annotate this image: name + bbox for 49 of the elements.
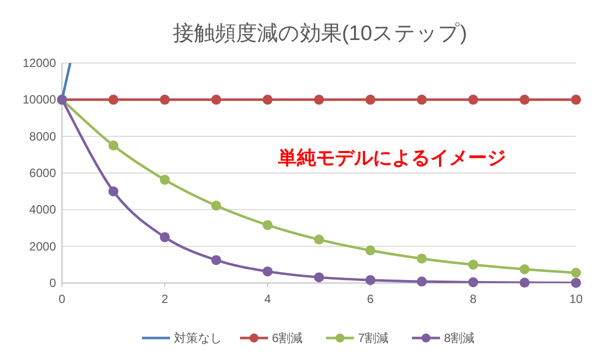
x-tick-label: 6 bbox=[367, 292, 374, 306]
legend-label: 6割減 bbox=[272, 331, 303, 345]
y-tick-label: 2000 bbox=[29, 239, 56, 254]
point bbox=[520, 264, 530, 274]
point bbox=[262, 94, 273, 105]
y-tick-label: 6000 bbox=[29, 166, 56, 180]
x-tick-label: 10 bbox=[569, 292, 583, 306]
y-tick-label: 10000 bbox=[22, 92, 56, 107]
point bbox=[314, 272, 324, 282]
point bbox=[520, 278, 530, 288]
point bbox=[314, 94, 324, 105]
y-tick-label: 12000 bbox=[22, 56, 56, 70]
point bbox=[211, 255, 222, 266]
point bbox=[416, 254, 427, 264]
point bbox=[365, 94, 376, 105]
point bbox=[160, 174, 170, 185]
legend-label: 7割減 bbox=[358, 331, 389, 345]
annotation: 単純モデルによるイメージ bbox=[277, 148, 506, 169]
point bbox=[262, 220, 273, 230]
legend-label: 対策なし bbox=[174, 331, 222, 345]
point bbox=[416, 94, 427, 105]
point bbox=[571, 268, 581, 278]
x-tick-label: 8 bbox=[470, 292, 477, 306]
point bbox=[108, 94, 118, 105]
point bbox=[365, 245, 376, 256]
x-tick-label: 0 bbox=[58, 292, 66, 306]
point bbox=[571, 278, 581, 288]
point bbox=[365, 275, 376, 286]
point bbox=[211, 200, 222, 211]
point bbox=[468, 260, 478, 270]
point bbox=[160, 232, 170, 242]
point bbox=[520, 94, 530, 105]
point bbox=[262, 266, 273, 276]
point bbox=[571, 94, 581, 105]
point bbox=[314, 234, 324, 245]
y-tick-label: 0 bbox=[49, 276, 56, 290]
point bbox=[468, 277, 478, 288]
point bbox=[160, 94, 170, 105]
y-tick-label: 8000 bbox=[29, 129, 56, 144]
point bbox=[108, 186, 118, 196]
x-tick-label: 2 bbox=[161, 292, 168, 306]
legend-label: 8割減 bbox=[444, 331, 475, 345]
y-tick-label: 4000 bbox=[29, 202, 56, 217]
chart-title: 接触頻度減の効果(10ステップ) bbox=[172, 22, 468, 45]
x-tick-label: 4 bbox=[264, 292, 272, 306]
point bbox=[468, 94, 478, 105]
point bbox=[211, 94, 222, 105]
point bbox=[416, 276, 427, 287]
point bbox=[108, 140, 118, 150]
